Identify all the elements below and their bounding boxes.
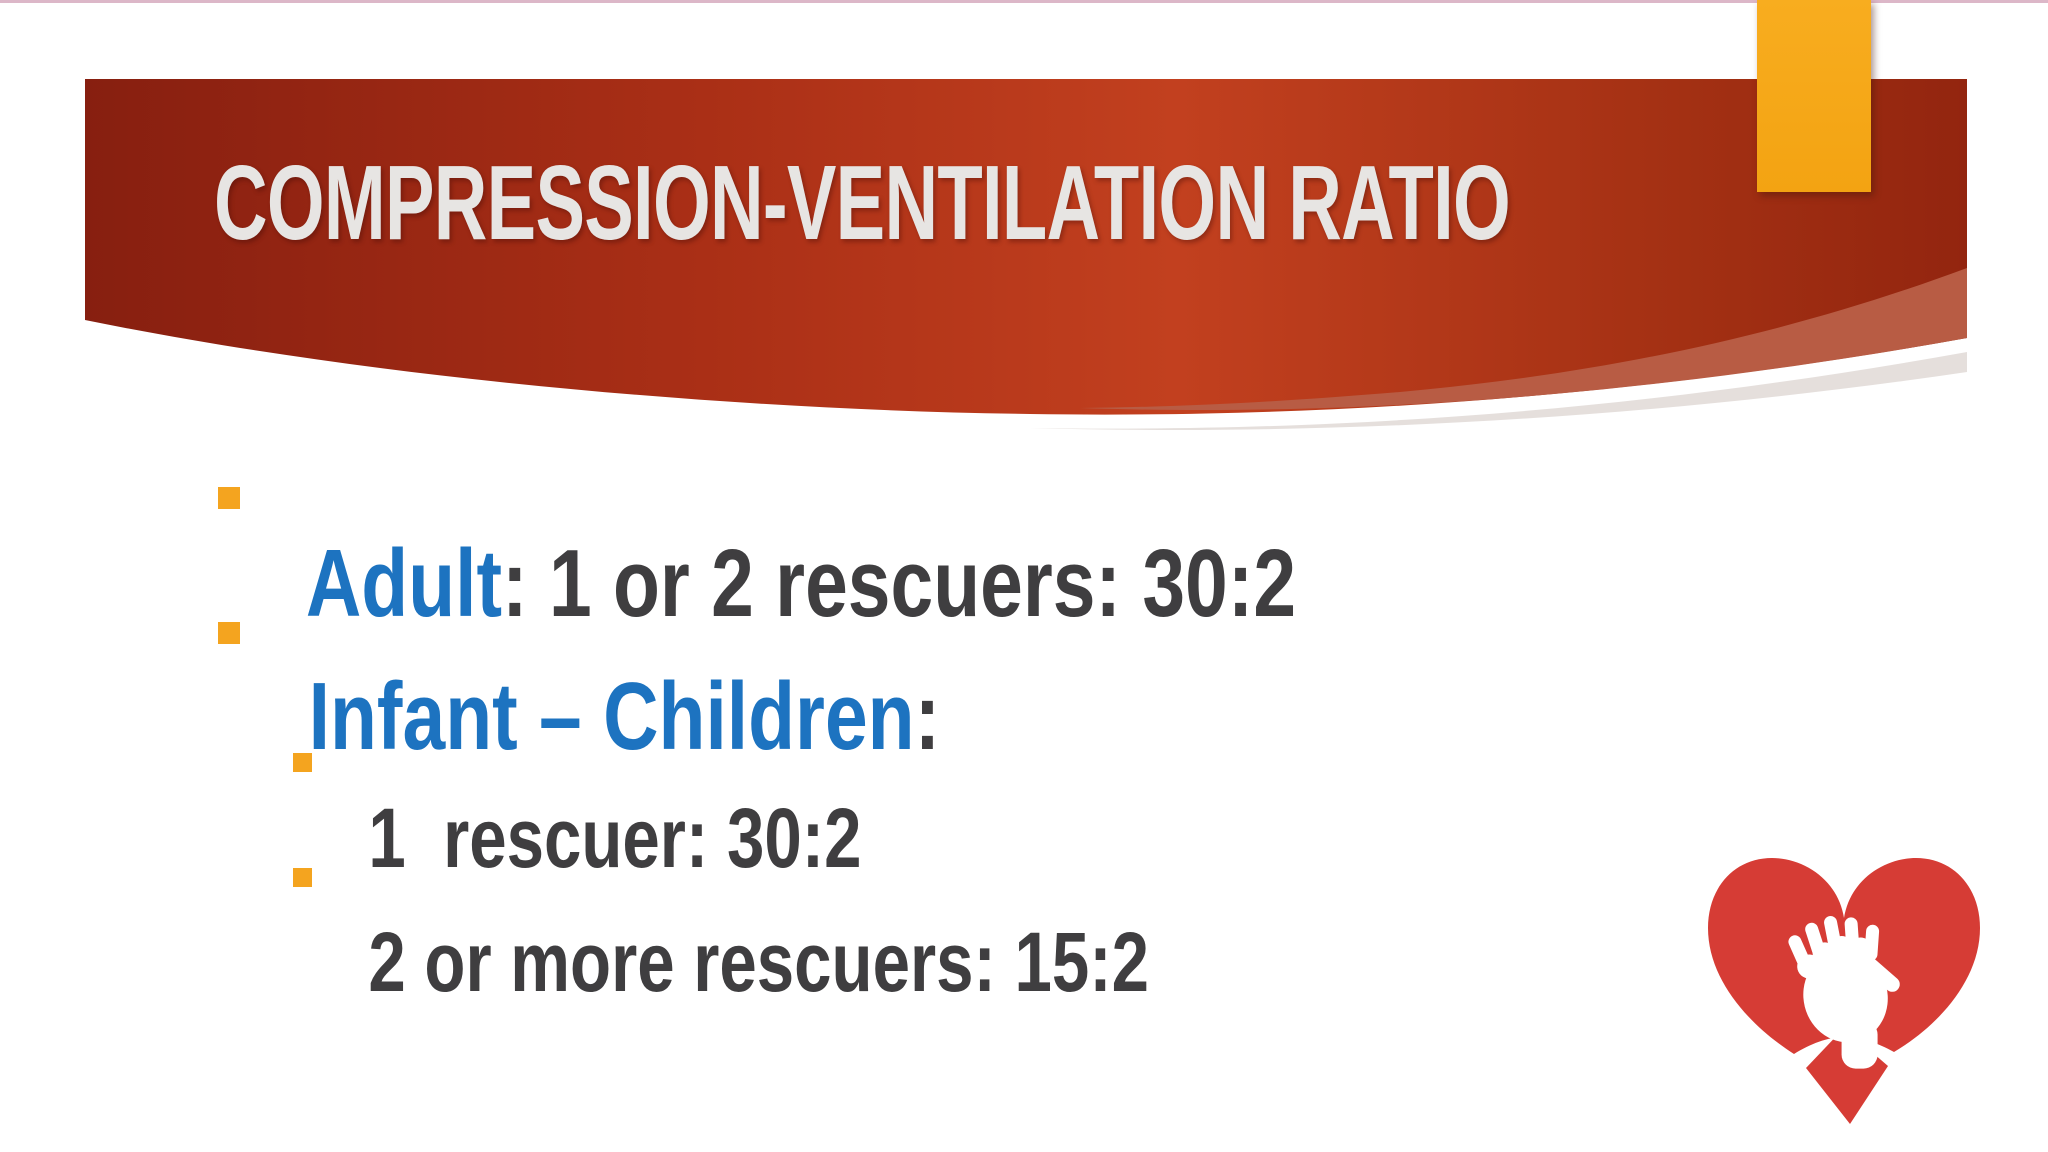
bullet-line-adult: Adult: 1 or 2 rescuers: 30:2 (266, 440, 1296, 632)
cpr-hands-on-heart-icon (1708, 858, 1980, 1124)
banner-swoosh (1080, 268, 1967, 411)
bullet-text-segment: Infant – Children (308, 663, 915, 770)
top-accent-strip (0, 0, 2048, 3)
bullet-square-icon (293, 753, 312, 772)
bullet-text-segment: Adult (305, 530, 503, 637)
bullet-text-segment: 2 or more rescuers: 15:2 (368, 915, 1150, 1009)
banner-shape (85, 79, 1967, 415)
bullet-text-segment: 1 rescuer: 30:2 (368, 791, 862, 885)
bullet-square-icon (293, 868, 312, 887)
bullet-line-one-rescuer: 1 rescuer: 30:2 (331, 712, 861, 880)
banner-under-shadow (1030, 352, 1967, 430)
hands-shape (1788, 916, 1900, 1069)
bullet-text-segment: : 1 or 2 rescuers: 30:2 (502, 530, 1297, 637)
bullet-square-icon (218, 622, 240, 644)
page-title: COMPRESSION-VENTILATION RATIO (214, 144, 1511, 262)
bullet-square-icon (218, 487, 240, 509)
header-banner (85, 79, 1967, 430)
bullet-line-infant-children: Infant – Children: (266, 573, 940, 765)
bullet-text-segment: : (914, 663, 941, 770)
bookmark-ribbon-icon (1757, 0, 1871, 192)
bullet-line-two-or-more-rescuers: 2 or more rescuers: 15:2 (331, 836, 1149, 1004)
